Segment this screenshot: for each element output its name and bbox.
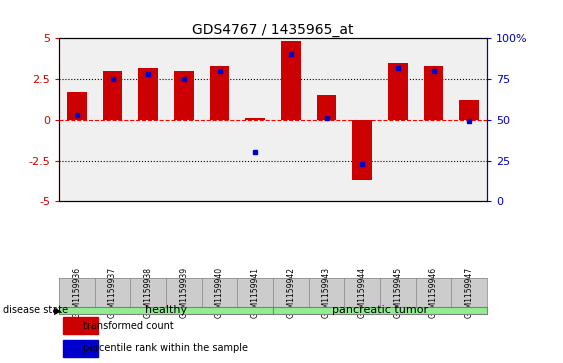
- Text: healthy: healthy: [145, 305, 187, 315]
- Bar: [103, 71, 122, 120]
- Bar: [388, 62, 408, 120]
- Bar: [424, 66, 443, 120]
- Text: disease state: disease state: [3, 305, 68, 315]
- Text: GSM1159939: GSM1159939: [180, 267, 189, 318]
- Bar: [281, 41, 301, 120]
- Bar: [67, 92, 87, 120]
- Bar: [174, 71, 194, 120]
- Bar: [317, 95, 336, 120]
- Text: GSM1159946: GSM1159946: [429, 267, 438, 318]
- Text: GSM1159943: GSM1159943: [322, 267, 331, 318]
- Bar: [64, 317, 98, 334]
- Bar: [459, 100, 479, 120]
- Bar: [64, 340, 98, 357]
- Text: GSM1159945: GSM1159945: [394, 267, 403, 318]
- Text: GSM1159947: GSM1159947: [464, 267, 473, 318]
- Bar: [138, 68, 158, 120]
- Text: pancreatic tumor: pancreatic tumor: [332, 305, 428, 315]
- Text: GSM1159940: GSM1159940: [215, 267, 224, 318]
- Text: GSM1159938: GSM1159938: [144, 267, 153, 318]
- Text: transformed count: transformed count: [83, 321, 173, 331]
- Text: ▶: ▶: [53, 305, 61, 315]
- Title: GDS4767 / 1435965_at: GDS4767 / 1435965_at: [193, 23, 354, 37]
- Bar: [245, 118, 265, 120]
- Text: GSM1159944: GSM1159944: [358, 267, 367, 318]
- Text: GSM1159941: GSM1159941: [251, 267, 260, 318]
- Text: GSM1159942: GSM1159942: [287, 267, 296, 318]
- Bar: [352, 120, 372, 180]
- Text: GSM1159937: GSM1159937: [108, 267, 117, 318]
- Text: GSM1159936: GSM1159936: [73, 267, 82, 318]
- Text: percentile rank within the sample: percentile rank within the sample: [83, 343, 248, 354]
- Bar: [210, 66, 229, 120]
